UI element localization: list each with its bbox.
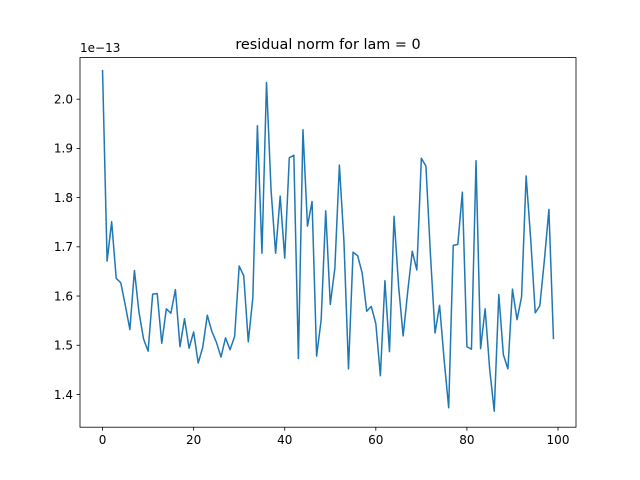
x-tick-label: 20	[186, 433, 201, 447]
plot-area: 0 20 40 60 80 100 1.4 1.5 1.6 1.7 1.8 1.9 2.0	[54, 69, 570, 447]
y-tick-label: 2.0	[54, 92, 73, 106]
axes-frame	[79, 57, 577, 428]
x-tick-label: 0	[99, 433, 107, 447]
y-tick-label: 1.5	[54, 339, 73, 353]
x-tick-label: 100	[547, 433, 570, 447]
x-tick-label: 60	[368, 433, 383, 447]
series-line	[101, 69, 555, 412]
chart-title: residual norm for lam = 0	[235, 37, 420, 53]
y-tick-label: 1.7	[54, 240, 73, 254]
y-axis-offset-label: 1e−13	[80, 41, 120, 55]
y-tick-label: 1.9	[54, 142, 73, 156]
y-tick-label: 1.6	[54, 289, 73, 303]
x-tick-label: 80	[459, 433, 474, 447]
x-tick-label: 40	[277, 433, 292, 447]
y-tick-label: 1.4	[54, 388, 73, 402]
y-tick-label: 1.8	[54, 191, 73, 205]
